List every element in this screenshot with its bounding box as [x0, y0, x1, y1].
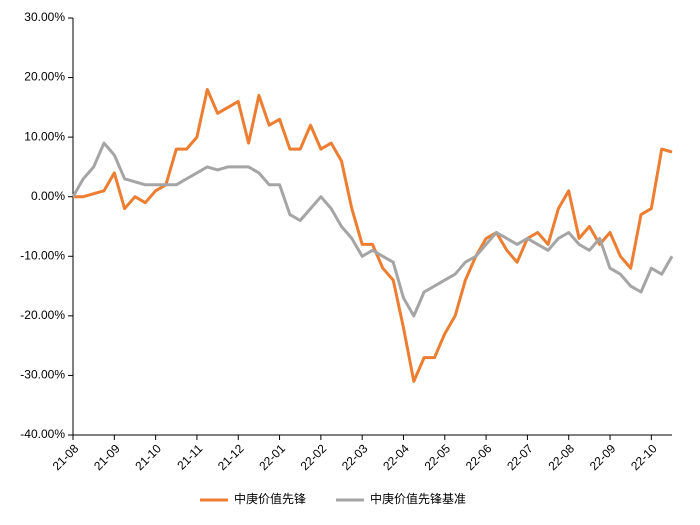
x-tick-label: 21-10: [132, 441, 164, 473]
x-tick-label: 22-03: [339, 441, 371, 473]
x-tick-label: 22-09: [587, 441, 619, 473]
x-tick-label: 21-12: [215, 441, 247, 473]
series-line: [73, 88, 673, 383]
x-tick-label: 22-02: [298, 441, 330, 473]
y-tick-label: -20.00%: [20, 308, 65, 322]
legend-label: 中庚价值先锋基准: [370, 491, 466, 506]
x-tick-label: 22-10: [628, 441, 660, 473]
x-tick-label: 22-01: [256, 441, 288, 473]
x-tick-label: 21-08: [50, 441, 82, 473]
x-tick-label: 22-08: [545, 441, 577, 473]
y-tick-label: 20.00%: [24, 70, 65, 84]
x-tick-label: 22-05: [422, 441, 454, 473]
x-tick-label: 22-04: [380, 441, 412, 473]
x-tick-label: 22-07: [504, 441, 536, 473]
y-tick-label: 0.00%: [31, 189, 65, 203]
legend-label: 中庚价值先锋: [234, 491, 306, 506]
y-tick-label: 10.00%: [24, 129, 65, 143]
x-tick-label: 21-11: [174, 441, 205, 472]
series-line: [71, 141, 674, 318]
y-tick-label: -10.00%: [20, 248, 65, 262]
legend: 中庚价值先锋 中庚价值先锋基准: [200, 491, 466, 506]
y-tick-label: 30.00%: [24, 10, 65, 24]
x-tick-label: 22-06: [463, 441, 495, 473]
y-tick-label: -40.00%: [20, 427, 65, 441]
y-tick-label: -30.00%: [20, 368, 65, 382]
x-tick-label: 21-09: [91, 441, 123, 473]
